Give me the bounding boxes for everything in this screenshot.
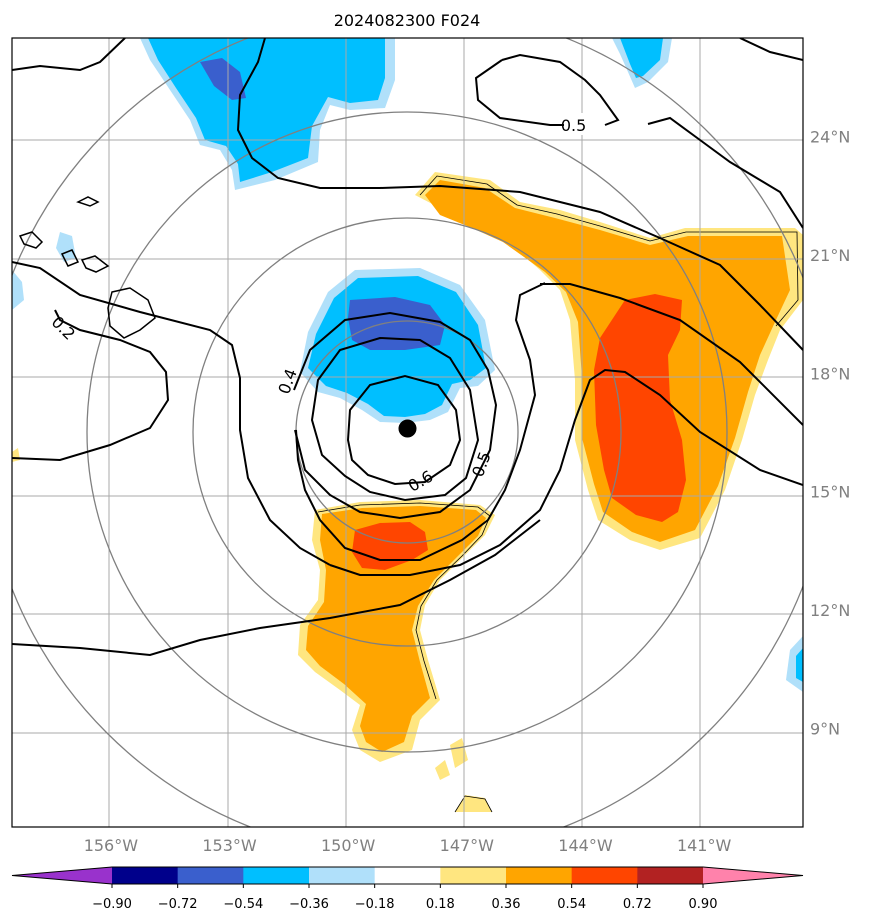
range-rings (12, 38, 803, 827)
lon-tick-label: 156°W (84, 836, 139, 855)
island-maui (80, 255, 110, 273)
negative-region-west (12, 270, 24, 310)
contour-0-4-ring (293, 311, 498, 520)
colorbar-segment (112, 867, 179, 884)
shaded-outlines (317, 175, 799, 813)
lat-tick-label: 9°N (810, 719, 840, 738)
colorbar-segment (506, 867, 573, 884)
colorbar-segment (571, 867, 638, 884)
colorbar (11, 866, 804, 885)
colorbar-tick-label: 0.54 (557, 897, 586, 912)
contour-0-5-ring (310, 336, 480, 502)
colorbar-tick-label: −0.36 (289, 897, 329, 912)
contour-0-5-top-2 (501, 53, 620, 126)
colorbar-tick-label: −0.18 (355, 897, 395, 912)
island-hawaii (107, 287, 156, 339)
island-kauai (76, 196, 100, 207)
contour-east-3 (295, 282, 546, 561)
colorbar-segment (637, 867, 704, 884)
colorbar-tick-label: −0.72 (158, 897, 198, 912)
contour-east-2 (540, 283, 803, 426)
positive-outline-east (419, 175, 799, 327)
colorbar-extend-low (12, 867, 112, 884)
colorbar-segment (374, 867, 441, 884)
contour-east-1 (647, 116, 803, 229)
contour-northeast (739, 38, 803, 61)
contour-north-1 (12, 38, 126, 72)
contour-0-5-top (474, 59, 585, 126)
positive-region-south-inner (306, 506, 486, 752)
lat-tick-label: 24°N (810, 128, 850, 147)
lon-tick-label: 150°W (321, 836, 376, 855)
map-area: 0.5 0.2 0.4 0.5 0.6 (12, 38, 803, 827)
lat-tick-label: 15°N (810, 483, 850, 502)
colorbar-tick-label: 0.72 (623, 897, 652, 912)
negative-region-north-core (200, 58, 246, 100)
chart-title: 2024082300 F024 (334, 11, 481, 30)
negative-region-northeast-inner (620, 38, 663, 78)
lon-tick-label: 147°W (440, 836, 495, 855)
colorbar-tick-label: −0.90 (92, 897, 132, 912)
colorbar-segment (309, 867, 376, 884)
contour-0-2-west (12, 261, 331, 566)
colorbar-segment (177, 867, 244, 884)
contour-0-6-ring (346, 374, 462, 486)
contour-label-bg-1 (564, 113, 598, 135)
lat-tick-label: 21°N (810, 246, 850, 265)
colorbar-tick-label: 0.18 (426, 897, 455, 912)
storm-center-marker (398, 419, 417, 438)
longitude-tick-labels: 156°W 153°W 150°W 147°W 144°W 141°W (84, 836, 732, 855)
coastlines (18, 196, 156, 339)
lon-tick-label: 141°W (677, 836, 732, 855)
map-frame (11, 37, 804, 828)
island-oahu (18, 231, 44, 249)
negative-region-center-core (348, 297, 445, 350)
contour-south (12, 519, 541, 657)
lat-tick-label: 18°N (810, 364, 850, 383)
range-ring-3 (86, 111, 728, 753)
lat-tick-label: 12°N (810, 601, 850, 620)
positive-region-east-core (594, 294, 686, 522)
colorbar-extend-high (703, 867, 803, 884)
contours (12, 38, 803, 657)
contour-north-2 (236, 38, 803, 351)
contour-east-4 (329, 368, 803, 576)
colorbar-tick-label: −0.54 (223, 897, 263, 912)
colorbar-tick-label: 0.90 (689, 897, 718, 912)
colorbar-tick-labels: −0.90 −0.72 −0.54 −0.36 −0.18 0.18 0.36 0.54 0.7… (92, 884, 717, 912)
island-molokai (60, 249, 80, 267)
colorbar-tick-label: 0.36 (492, 897, 521, 912)
positive-region-patch-2 (435, 760, 450, 780)
latitude-tick-labels: 9°N 12°N 15°N 18°N 21°N 24°N (810, 128, 850, 739)
shaded-fields (12, 38, 803, 812)
colorbar-segment (243, 867, 310, 884)
negative-region-southeast-inner (796, 648, 803, 682)
range-ring-2 (192, 217, 622, 647)
negative-region-west-small (56, 232, 76, 262)
colorbar-segment (440, 867, 507, 884)
lon-tick-label: 153°W (202, 836, 257, 855)
positive-outline-patch (454, 795, 493, 813)
lon-tick-label: 144°W (558, 836, 613, 855)
positive-region-south-core (352, 522, 428, 570)
positive-outline-south (317, 502, 491, 700)
contour-label-0-5-top: 0.5 (561, 116, 586, 135)
contour-west-lower (12, 309, 170, 462)
